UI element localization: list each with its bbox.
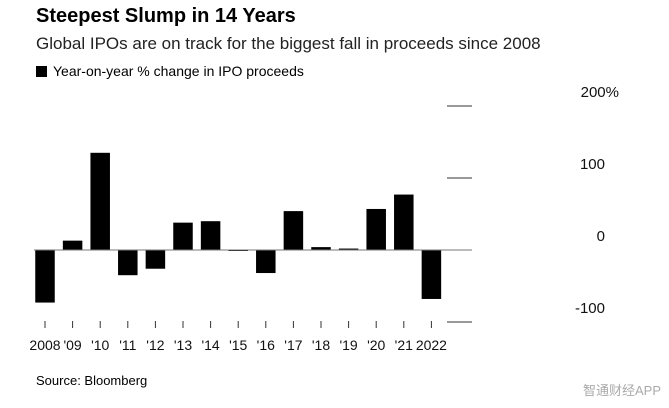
bar xyxy=(421,250,442,299)
legend-label: Year-on-year % change in IPO proceeds xyxy=(53,63,304,79)
x-tick-label: '15 xyxy=(229,337,247,353)
x-tick-label: '18 xyxy=(312,337,330,353)
bar xyxy=(366,208,386,250)
x-tick-label: '10 xyxy=(91,337,109,353)
y-tick-label: 200% xyxy=(581,84,619,101)
watermark: 智通财经APP xyxy=(582,383,661,398)
x-tick-label: 2008 xyxy=(29,337,60,353)
x-tick-label: '21 xyxy=(395,337,413,353)
y-tick-label: -100 xyxy=(575,300,605,317)
source-note: Source: Bloomberg xyxy=(36,373,148,388)
legend-swatch xyxy=(36,65,47,77)
bar xyxy=(62,240,83,250)
bar xyxy=(200,221,221,250)
x-tick-label: '19 xyxy=(339,337,357,353)
bar xyxy=(145,250,166,269)
x-tick-label: '09 xyxy=(63,337,81,353)
x-tick-label: '20 xyxy=(367,337,385,353)
legend: Year-on-year % change in IPO proceeds xyxy=(36,63,304,79)
bar xyxy=(173,222,193,250)
chart-title: Steepest Slump in 14 Years xyxy=(36,5,296,27)
x-tick-label: '17 xyxy=(284,337,302,353)
bar xyxy=(311,247,331,250)
bar xyxy=(256,250,276,274)
bar xyxy=(394,194,414,250)
bar xyxy=(283,211,304,250)
x-tick-label: '11 xyxy=(119,337,136,353)
x-tick-label: '16 xyxy=(257,337,275,353)
chart-subtitle: Global IPOs are on track for the biggest… xyxy=(36,34,541,53)
bar xyxy=(90,152,110,250)
x-tick-label: '13 xyxy=(174,337,192,353)
bar xyxy=(35,250,55,303)
x-tick-label: '14 xyxy=(201,337,219,353)
x-tick-label: 2022 xyxy=(416,337,447,353)
bar xyxy=(118,250,138,276)
y-tick-label: 100 xyxy=(580,156,605,173)
x-tick-label: '12 xyxy=(146,337,164,353)
bar xyxy=(338,248,359,250)
y-tick-label: 0 xyxy=(597,228,605,245)
